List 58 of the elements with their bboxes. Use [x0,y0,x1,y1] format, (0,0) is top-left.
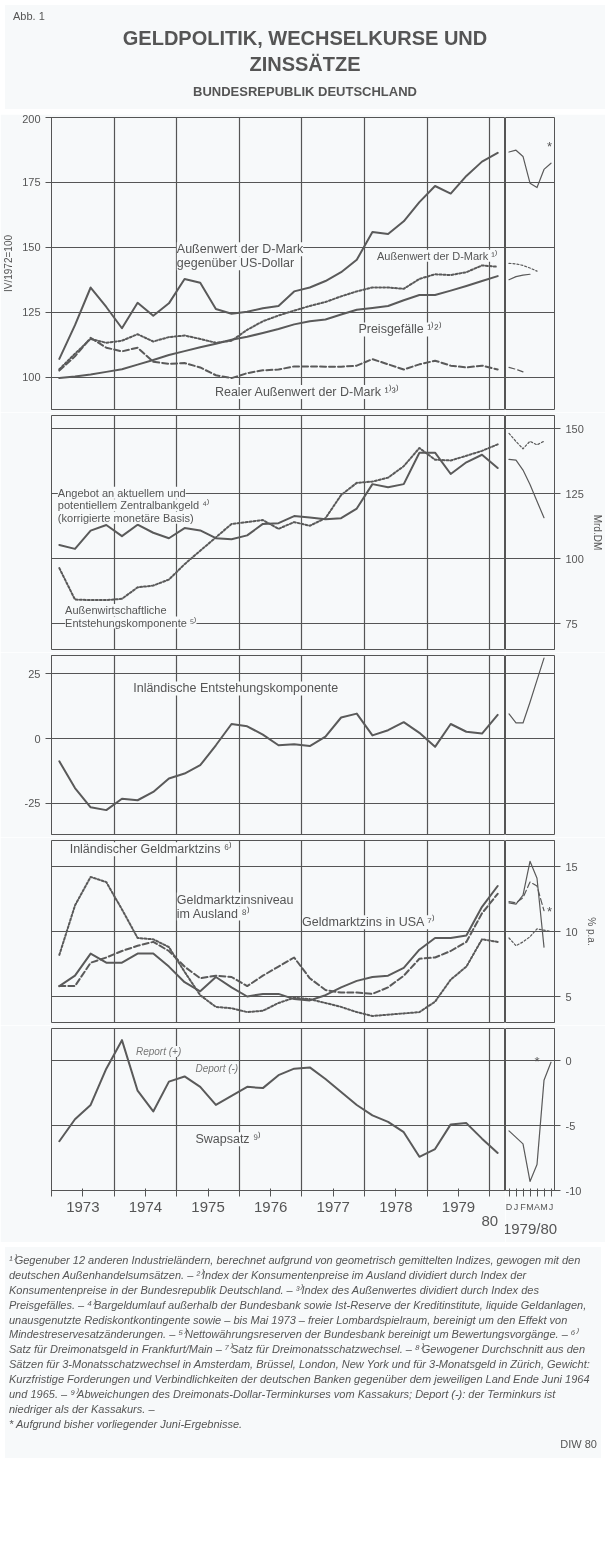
x-axis-title: 1979/80 [502,1219,558,1237]
y-tick-label: 10 [565,925,578,938]
y-tick-label: 0 [34,732,41,745]
series-label: Geldmarktzins in USA ⁷⁾ [302,914,435,930]
text: Geldmarktzinsniveau im Ausland ⁸⁾ [176,892,294,921]
x-tick-label: 1977 [316,1197,350,1215]
x-tick-label: A [534,1201,541,1212]
x-tick-label: 1975 [191,1197,225,1215]
annotation: * [547,138,553,154]
chart-title: GELDPOLITIK, WECHSELKURSE UND ZINSSÄTZE [121,25,489,77]
series-label: Außenwirtschaftliche Entstehungskomponente ⁵⁾ [65,604,197,629]
caption: Abb. 1 [12,9,46,24]
y-tick-label: 25 [28,667,41,680]
text: 80 [481,1211,499,1229]
y-tick-label: 175 [22,176,41,189]
y-tick-label: 5 [565,990,572,1003]
y-tick-label: 0 [565,1055,572,1068]
y-tick-label: 75 [565,617,578,630]
y-tick-label: 125 [22,306,41,319]
x-tick-label: 1978 [379,1197,413,1215]
x-tick-label: M [540,1201,548,1212]
x-tick-label: 1979 [441,1197,476,1215]
series-label: Preisgefälle ¹⁾²⁾ [358,321,442,337]
y-axis-title: IV/1972=100 [3,234,15,293]
annotation: Deport (-) [195,1063,239,1075]
x-tick-label: 1976 [253,1197,288,1215]
x-tick-label: M [526,1201,534,1212]
x-tick-label: F [520,1201,527,1212]
y-tick-label: -10 [565,1184,582,1197]
x-tick-label: 1973 [66,1197,100,1215]
series-label: Angebot an aktuellem und potentiellem Zentralbankgeld ⁴⁾ (korrigierte monetäre Basis) [57,487,209,525]
y-axis-title: % p.a. [585,917,597,946]
y-tick-label: 125 [565,487,584,500]
x-tick-label: J [513,1201,519,1212]
text: ¹⁾Gegenuber 12 anderen Industrieländern, berechnet aufgrund von geometrisch gemittelten Indizes, gewogen mit den deutschen Außenhandelsumsätzen. – ²⁾Index der Konsumentenpreise im Ausland dividiert durch Index der Konsumentenpreise in der Bundesrepublik Deutschland. – ³⁾Index des Außenwertes dividiert durch Index des Preisgefälles. – ⁴⁾Bargeldumlauf außerhalb der Bundesbank sowie Ist-Reserve der Kreditinstitute, liquide Geldanlagen, unausgenutzte Rediskontkontingente sowie – bis Mai 1973 – freier Lombardspielraum, bereinigt um den Effekt von Mindestreservesatzänderungen. – ⁵⁾Nettowährungsreserven der Bundesbank bereinigt um Bewertungsvorgänge. – ⁶⁾Satz für Dreimonatsgeld in Frankfurt/Main – ⁷⁾Satz für Dreimonatsschatzwechsel. – ⁸⁾Gewogener Durchschnitt aus den Sätzen für 3-Monatsschatzwechsel in Amsterdam, Brüssel, London, New York und für 3-Monatsgeld in Zürich, Gewicht: Kurzfristige Forderungen und Verbindlichkeiten der deutschen Banken gegenüber dem jeweiligen Land Ende Juni 1964 und 1965. – ⁹⁾Abweichungen des Dreimonats-Dollar-Terminkurses vom Kassakurs; Deport (-): der Terminkurs ist niedriger als der Kassakurs. – [9,1254,590,1415]
annotation: Report (+) [135,1046,182,1058]
series-label: Realer Außenwert der D-Mark ¹⁾³⁾ [214,384,399,400]
x-tick-label: D [505,1201,513,1212]
text: Swapsatz ⁹⁾ [195,1131,262,1147]
x-tick-label: J [548,1201,554,1212]
text: * Aufgrund bisher vorliegender Juni-Ergebnisse. [9,1416,244,1432]
series-label: Außenwert der D-Mark ¹⁾ [377,250,497,263]
y-tick-label: 100 [565,552,584,565]
y-tick-label: -5 [565,1119,576,1132]
chart-subtitle: BUNDESREPUBLIK DEUTSCHLAND [192,82,418,101]
y-tick-label: -25 [24,797,41,810]
y-tick-label: 15 [565,860,578,873]
y-tick-label: 200 [22,112,41,125]
x-tick-label: 1974 [128,1197,163,1215]
series-label: Außenwert der D-Mark gegenüber US-Dollar [176,242,304,271]
y-tick-label: 100 [22,371,41,384]
annotation: * [547,903,553,919]
text: DIW 80 [559,1437,597,1453]
y-axis-title: Mrd.DM [591,514,603,551]
y-tick-label: 150 [565,422,584,435]
series-label: Inländische Entstehungskomponente [133,681,339,696]
y-tick-label: 150 [22,241,41,254]
text: Inländischer Geldmarktzins ⁶⁾ [69,841,233,857]
